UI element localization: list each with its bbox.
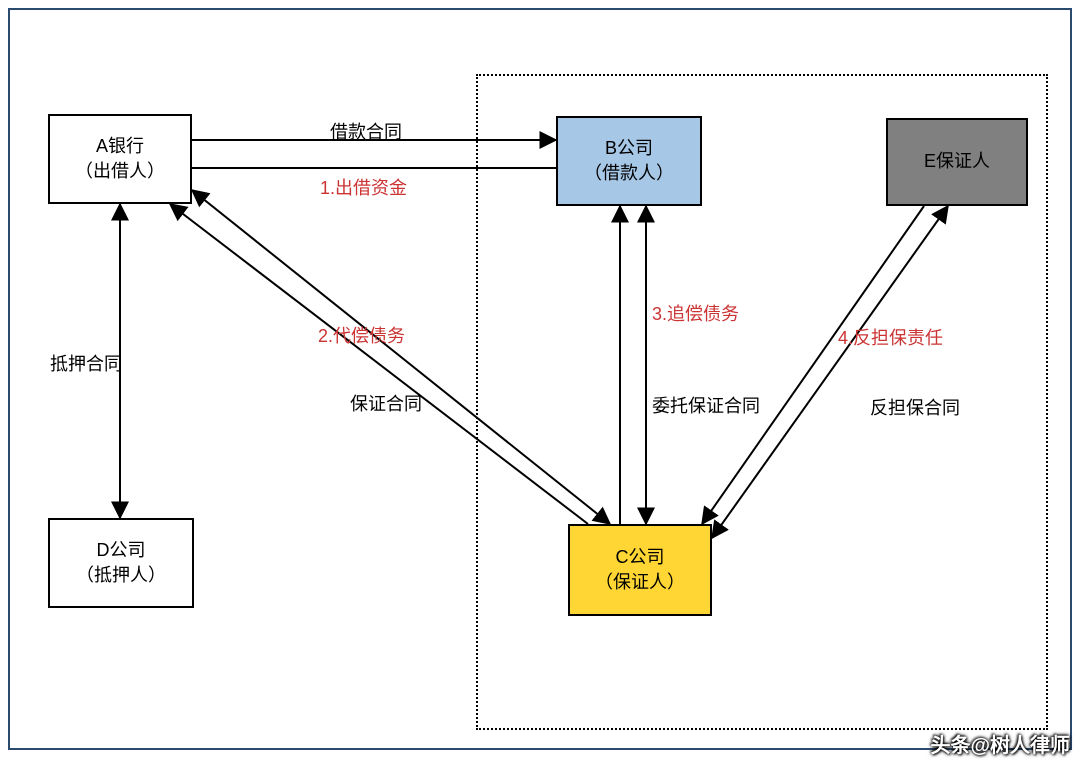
label-repay-debt: 2.代偿债务 [318,322,405,348]
label-mortgage: 抵押合同 [50,350,122,376]
label-entrust: 委托保证合同 [652,392,760,418]
node-a-line2: （出借人） [75,159,165,184]
diagram-canvas: A银行 （出借人） B公司 （借款人） E保证人 D公司 （抵押人） C公司 （… [0,0,1080,764]
node-c-line1: C公司 [616,545,665,570]
node-a-line1: A银行 [96,134,144,159]
node-d-company: D公司 （抵押人） [48,518,194,608]
node-c-company: C公司 （保证人） [568,524,712,616]
label-counter-duty: 4.反担保责任 [838,324,943,350]
footer-watermark: 头条@树人律师 [930,729,1070,758]
node-c-line2: （保证人） [595,570,685,595]
node-e-guarantor: E保证人 [886,118,1028,206]
label-lend-funds: 1.出借资金 [320,174,407,200]
label-guarantee: 保证合同 [350,390,422,416]
footer-text: 头条@树人律师 [930,729,1070,758]
label-loan-contract: 借款合同 [330,118,402,144]
node-b-line1: B公司 [605,136,653,161]
node-d-line2: （抵押人） [76,563,166,588]
node-b-line2: （借款人） [584,161,674,186]
node-b-company: B公司 （借款人） [556,116,702,206]
label-counter-contract: 反担保合同 [870,394,960,420]
label-recover-debt: 3.追偿债务 [652,300,739,326]
node-a-bank: A银行 （出借人） [48,114,192,204]
node-e-line1: E保证人 [924,149,990,174]
node-d-line1: D公司 [97,538,146,563]
